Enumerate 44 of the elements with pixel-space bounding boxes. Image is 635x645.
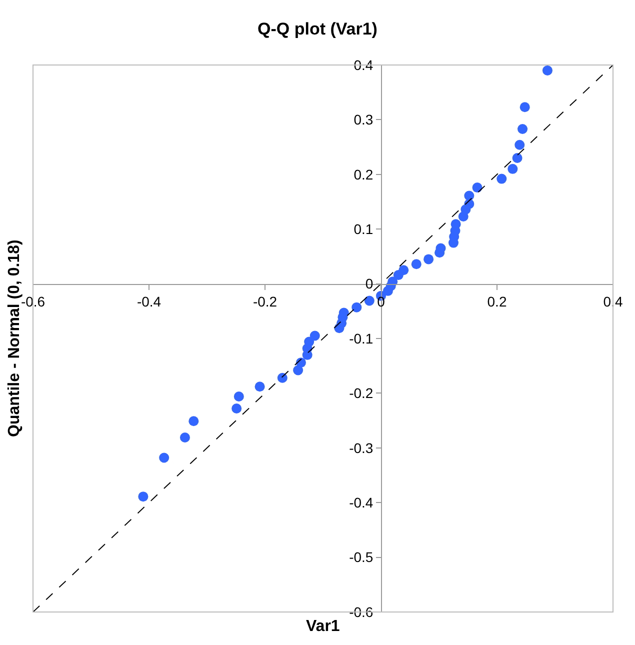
- point: [520, 102, 530, 112]
- x-axis-title: Var1: [306, 618, 340, 635]
- y-tick-label: -0.1: [349, 330, 374, 346]
- point: [232, 404, 242, 414]
- y-tick-label: 0.1: [354, 221, 374, 237]
- point: [304, 336, 314, 347]
- point: [508, 164, 518, 174]
- y-tick-label: 0.2: [354, 166, 374, 182]
- point: [277, 372, 288, 383]
- point: [496, 174, 507, 184]
- x-tick-label: -0.4: [136, 294, 162, 310]
- x-tick-label: 0.4: [603, 294, 623, 310]
- point: [338, 308, 349, 318]
- y-tick-label: 0: [365, 276, 374, 292]
- point: [436, 243, 446, 254]
- point: [542, 65, 552, 76]
- point: [352, 302, 362, 312]
- point: [512, 152, 522, 163]
- point: [188, 416, 199, 426]
- y-tick-label: 0.3: [354, 112, 374, 128]
- point: [254, 382, 265, 392]
- point: [293, 365, 304, 376]
- point: [310, 330, 320, 341]
- x-tick-label: -0.2: [252, 294, 278, 310]
- y-tick-label: -0.4: [349, 494, 374, 510]
- y-tick-label: -0.2: [349, 385, 374, 402]
- point: [159, 452, 170, 463]
- y-tick-label: -0.3: [349, 440, 374, 456]
- point: [464, 190, 474, 201]
- point: [518, 124, 528, 134]
- y-tick-label: -0.5: [349, 549, 374, 566]
- point: [514, 140, 525, 150]
- point: [472, 182, 482, 193]
- point: [424, 254, 434, 264]
- point: [180, 432, 190, 443]
- x-tick-label: 0.2: [487, 294, 507, 310]
- point: [411, 259, 422, 270]
- chart-title: Q-Q plot (Var1): [258, 19, 378, 38]
- point: [138, 492, 148, 502]
- y-axis-title: Quantile - Normal (0, 0.18): [6, 240, 23, 437]
- point: [450, 219, 461, 230]
- point: [364, 296, 374, 306]
- point: [234, 391, 244, 402]
- point: [398, 265, 409, 276]
